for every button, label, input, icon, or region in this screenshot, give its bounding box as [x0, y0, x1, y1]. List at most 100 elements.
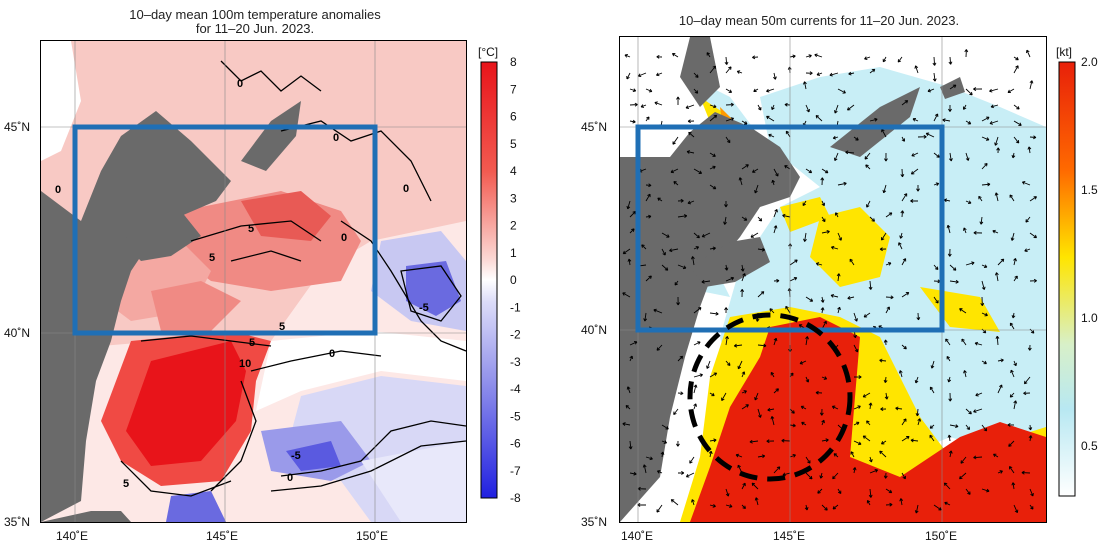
current-arrow	[1008, 440, 1015, 447]
current-arrow	[900, 168, 905, 178]
colorbar-tick-label: 5	[510, 137, 517, 151]
current-arrow	[771, 179, 776, 186]
current-arrow	[770, 371, 775, 378]
current-arrow	[933, 113, 939, 122]
contour-label: 0	[403, 183, 409, 195]
current-arrow	[741, 482, 746, 490]
current-arrow	[749, 439, 759, 444]
current-arrow	[943, 482, 951, 490]
current-arrow	[624, 54, 631, 58]
current-arrow	[656, 470, 663, 474]
current-arrow	[978, 195, 983, 202]
right-colorbar	[1058, 61, 1076, 497]
current-arrow	[946, 224, 951, 234]
current-arrow	[629, 119, 636, 124]
current-arrow	[947, 376, 952, 383]
current-arrow	[981, 162, 988, 170]
current-arrow	[803, 232, 807, 242]
current-arrow	[882, 56, 887, 63]
currents-map-svg	[620, 37, 1046, 522]
contour-label: 5	[248, 223, 254, 235]
current-arrow	[1013, 56, 1019, 61]
current-arrow	[898, 242, 903, 250]
current-arrow	[897, 56, 903, 63]
current-arrow	[965, 488, 971, 495]
current-arrow	[1009, 322, 1015, 330]
current-arrow	[757, 216, 763, 222]
current-arrow	[709, 246, 716, 251]
current-arrow	[725, 136, 731, 144]
current-arrow	[994, 272, 999, 282]
current-arrow	[817, 488, 823, 494]
currents-panel: 10–day mean 50m currents for 11–20 Jun. …	[553, 0, 1106, 547]
current-arrow	[879, 358, 887, 363]
current-arrow	[805, 296, 814, 302]
current-arrow	[901, 418, 907, 426]
current-arrow	[701, 232, 711, 238]
current-arrow	[837, 306, 841, 314]
current-arrow	[900, 210, 905, 218]
current-arrow	[848, 71, 855, 76]
current-arrow	[945, 338, 951, 346]
current-arrow	[629, 88, 637, 93]
current-arrow	[973, 408, 983, 413]
current-arrow	[677, 198, 684, 203]
current-arrow	[1013, 65, 1019, 74]
current-arrow	[997, 384, 1003, 394]
current-arrow	[708, 450, 713, 458]
current-arrow	[819, 408, 824, 416]
current-arrow	[691, 256, 695, 266]
current-arrow	[1013, 400, 1018, 410]
current-arrow	[944, 501, 951, 506]
current-arrow	[863, 312, 871, 318]
current-arrow	[815, 115, 823, 122]
current-arrow	[973, 455, 983, 460]
current-arrow	[929, 424, 935, 429]
current-arrow	[821, 376, 828, 380]
current-arrow	[673, 408, 679, 416]
current-arrow	[706, 52, 711, 58]
current-arrow	[949, 84, 957, 90]
current-arrow	[750, 232, 759, 238]
current-arrow	[1029, 504, 1034, 510]
current-arrow	[1021, 470, 1031, 475]
lon-label: 145˚E	[773, 529, 805, 543]
current-arrow	[741, 371, 746, 378]
current-arrow	[725, 360, 731, 366]
colorbar-tick-label: 6	[510, 110, 517, 124]
current-arrow	[965, 261, 975, 266]
current-arrow	[771, 104, 775, 111]
current-arrow	[725, 335, 729, 346]
current-arrow	[674, 280, 679, 286]
current-arrow	[929, 434, 935, 442]
current-arrow	[910, 438, 919, 443]
current-arrow	[626, 200, 631, 210]
current-arrow	[821, 200, 826, 207]
current-arrow	[789, 276, 798, 282]
current-arrow	[820, 296, 825, 303]
lat-label: 45˚N	[581, 120, 607, 134]
current-arrow	[1009, 392, 1015, 398]
left-title-line1: 10–day mean 100m temperature anomalies	[129, 7, 381, 22]
analysis-box	[635, 124, 945, 333]
current-arrow	[814, 53, 823, 58]
current-arrow	[686, 150, 695, 154]
current-arrow	[933, 296, 939, 304]
current-arrow	[901, 435, 910, 442]
current-arrow	[741, 504, 746, 510]
current-arrow	[754, 184, 759, 194]
temperature-map-svg: 0 0 0 0 0 5 5 5 5 10 0 -5 -5 0 5	[41, 41, 466, 522]
current-arrow	[949, 152, 953, 162]
current-arrow	[932, 72, 937, 82]
current-arrow	[973, 87, 983, 91]
current-arrow	[885, 502, 893, 507]
current-arrow	[1013, 136, 1020, 144]
current-arrow	[869, 68, 876, 74]
left-colorbar-unit: [°C]	[478, 45, 498, 59]
current-arrow	[688, 131, 695, 138]
left-colorbar-ticks: 8 7 6 5 4 3 2 1 0 -1 -2 -3 -4 -5 -6 -7 -8	[510, 55, 521, 505]
current-arrow	[709, 104, 717, 109]
current-arrow	[831, 405, 839, 410]
current-arrow	[643, 312, 648, 322]
current-arrow	[832, 504, 839, 510]
